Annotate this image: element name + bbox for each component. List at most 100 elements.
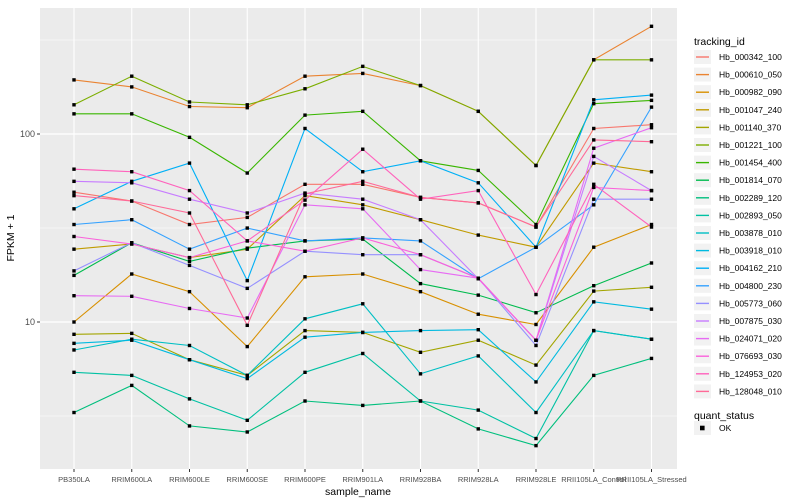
data-point xyxy=(245,239,249,243)
legend: tracking_id Hb_000342_100Hb_000610_050Hb… xyxy=(694,36,782,435)
data-point xyxy=(187,343,192,348)
data-point xyxy=(72,294,76,298)
legend-label: Hb_003918_010 xyxy=(719,246,782,256)
data-point xyxy=(361,351,365,356)
data-point xyxy=(361,203,365,207)
data-point xyxy=(418,372,423,376)
data-point xyxy=(72,193,76,198)
data-point xyxy=(245,171,249,175)
legend-item-Hb_004162_210: Hb_004162_210 xyxy=(694,261,782,276)
data-point xyxy=(245,278,249,283)
legend-label: Hb_007875_030 xyxy=(719,316,782,326)
data-point xyxy=(476,338,480,342)
data-point xyxy=(72,247,76,251)
data-point xyxy=(187,259,192,264)
data-point xyxy=(130,199,134,203)
data-point xyxy=(245,226,249,230)
data-point xyxy=(534,163,538,168)
data-point xyxy=(303,113,307,117)
data-point xyxy=(592,138,596,142)
legend-label: Hb_000342_100 xyxy=(719,52,782,62)
data-point xyxy=(245,316,249,320)
legend-item-Hb_001814_070: Hb_001814_070 xyxy=(694,173,782,188)
data-point xyxy=(303,399,307,403)
data-point xyxy=(649,222,654,227)
data-point xyxy=(187,289,192,294)
data-point xyxy=(592,185,596,190)
data-point xyxy=(187,222,192,227)
data-point xyxy=(649,123,654,127)
y-tick-label: 10 xyxy=(25,317,35,327)
data-point xyxy=(649,197,654,201)
data-point xyxy=(649,188,654,193)
x-tick-label: RRIM600LA xyxy=(111,475,152,484)
data-point xyxy=(303,335,307,339)
legend-tracking-items: Hb_000342_100 Hb_000610_050 Hb_000982_090 H… xyxy=(694,50,782,399)
legend-label: Hb_128048_010 xyxy=(719,386,782,396)
data-point xyxy=(245,286,249,291)
data-point xyxy=(130,373,134,378)
data-point xyxy=(72,234,76,239)
data-point xyxy=(72,410,76,415)
data-point xyxy=(592,197,596,201)
data-point xyxy=(649,337,654,341)
data-point xyxy=(361,236,365,240)
data-point xyxy=(187,135,192,140)
data-point xyxy=(130,218,134,222)
data-point xyxy=(534,443,538,448)
x-tick-label: RRIM600LE xyxy=(169,475,210,484)
data-point xyxy=(187,104,192,109)
data-point xyxy=(592,289,596,293)
data-point xyxy=(245,106,249,110)
data-point xyxy=(649,98,654,103)
legend-label: Hb_001814_070 xyxy=(719,175,782,185)
legend-label: Hb_002893_050 xyxy=(719,210,782,220)
data-point xyxy=(130,170,134,174)
data-point xyxy=(649,307,654,311)
data-point xyxy=(303,328,307,333)
legend-item-Hb_124953_020: Hb_124953_020 xyxy=(694,366,782,381)
data-point xyxy=(649,24,654,29)
legend-item-Hb_000982_090: Hb_000982_090 xyxy=(694,85,782,100)
data-point xyxy=(534,322,538,327)
data-point xyxy=(476,109,480,114)
data-point xyxy=(303,249,307,253)
data-point xyxy=(649,105,654,109)
data-point xyxy=(130,383,134,388)
data-point xyxy=(361,330,365,335)
legend-label: Hb_001221_100 xyxy=(719,140,782,150)
data-point xyxy=(418,267,423,272)
data-point xyxy=(245,211,249,215)
legend-label: Hb_000610_050 xyxy=(719,70,782,80)
data-point xyxy=(361,207,365,211)
legend-label: Hb_002289_120 xyxy=(719,193,782,203)
legend-item-Hb_024071_020: Hb_024071_020 xyxy=(694,331,782,346)
data-point xyxy=(245,418,249,423)
legend-item-Hb_001140_370: Hb_001140_370 xyxy=(694,120,782,135)
data-point xyxy=(361,109,365,114)
data-point xyxy=(72,103,76,107)
data-point xyxy=(534,363,538,367)
data-point xyxy=(72,332,76,337)
x-tick-label: RRIM928LE xyxy=(516,475,557,484)
data-point xyxy=(361,197,365,201)
data-point xyxy=(130,181,134,185)
data-point xyxy=(649,356,654,361)
data-point xyxy=(534,338,538,342)
data-point xyxy=(361,403,365,408)
data-point xyxy=(534,222,538,227)
data-point xyxy=(418,239,423,243)
legend-item-Hb_005773_060: Hb_005773_060 xyxy=(694,296,782,311)
legend-item-Hb_000342_100: Hb_000342_100 xyxy=(694,50,782,64)
data-point xyxy=(534,311,538,315)
data-point xyxy=(303,87,307,91)
legend-label: Hb_124953_020 xyxy=(719,369,782,379)
x-tick-label: RRIM600PE xyxy=(284,475,326,484)
data-point xyxy=(592,182,596,187)
data-point xyxy=(418,83,423,88)
data-point xyxy=(130,85,134,89)
data-point xyxy=(303,74,307,78)
data-point xyxy=(303,198,307,202)
